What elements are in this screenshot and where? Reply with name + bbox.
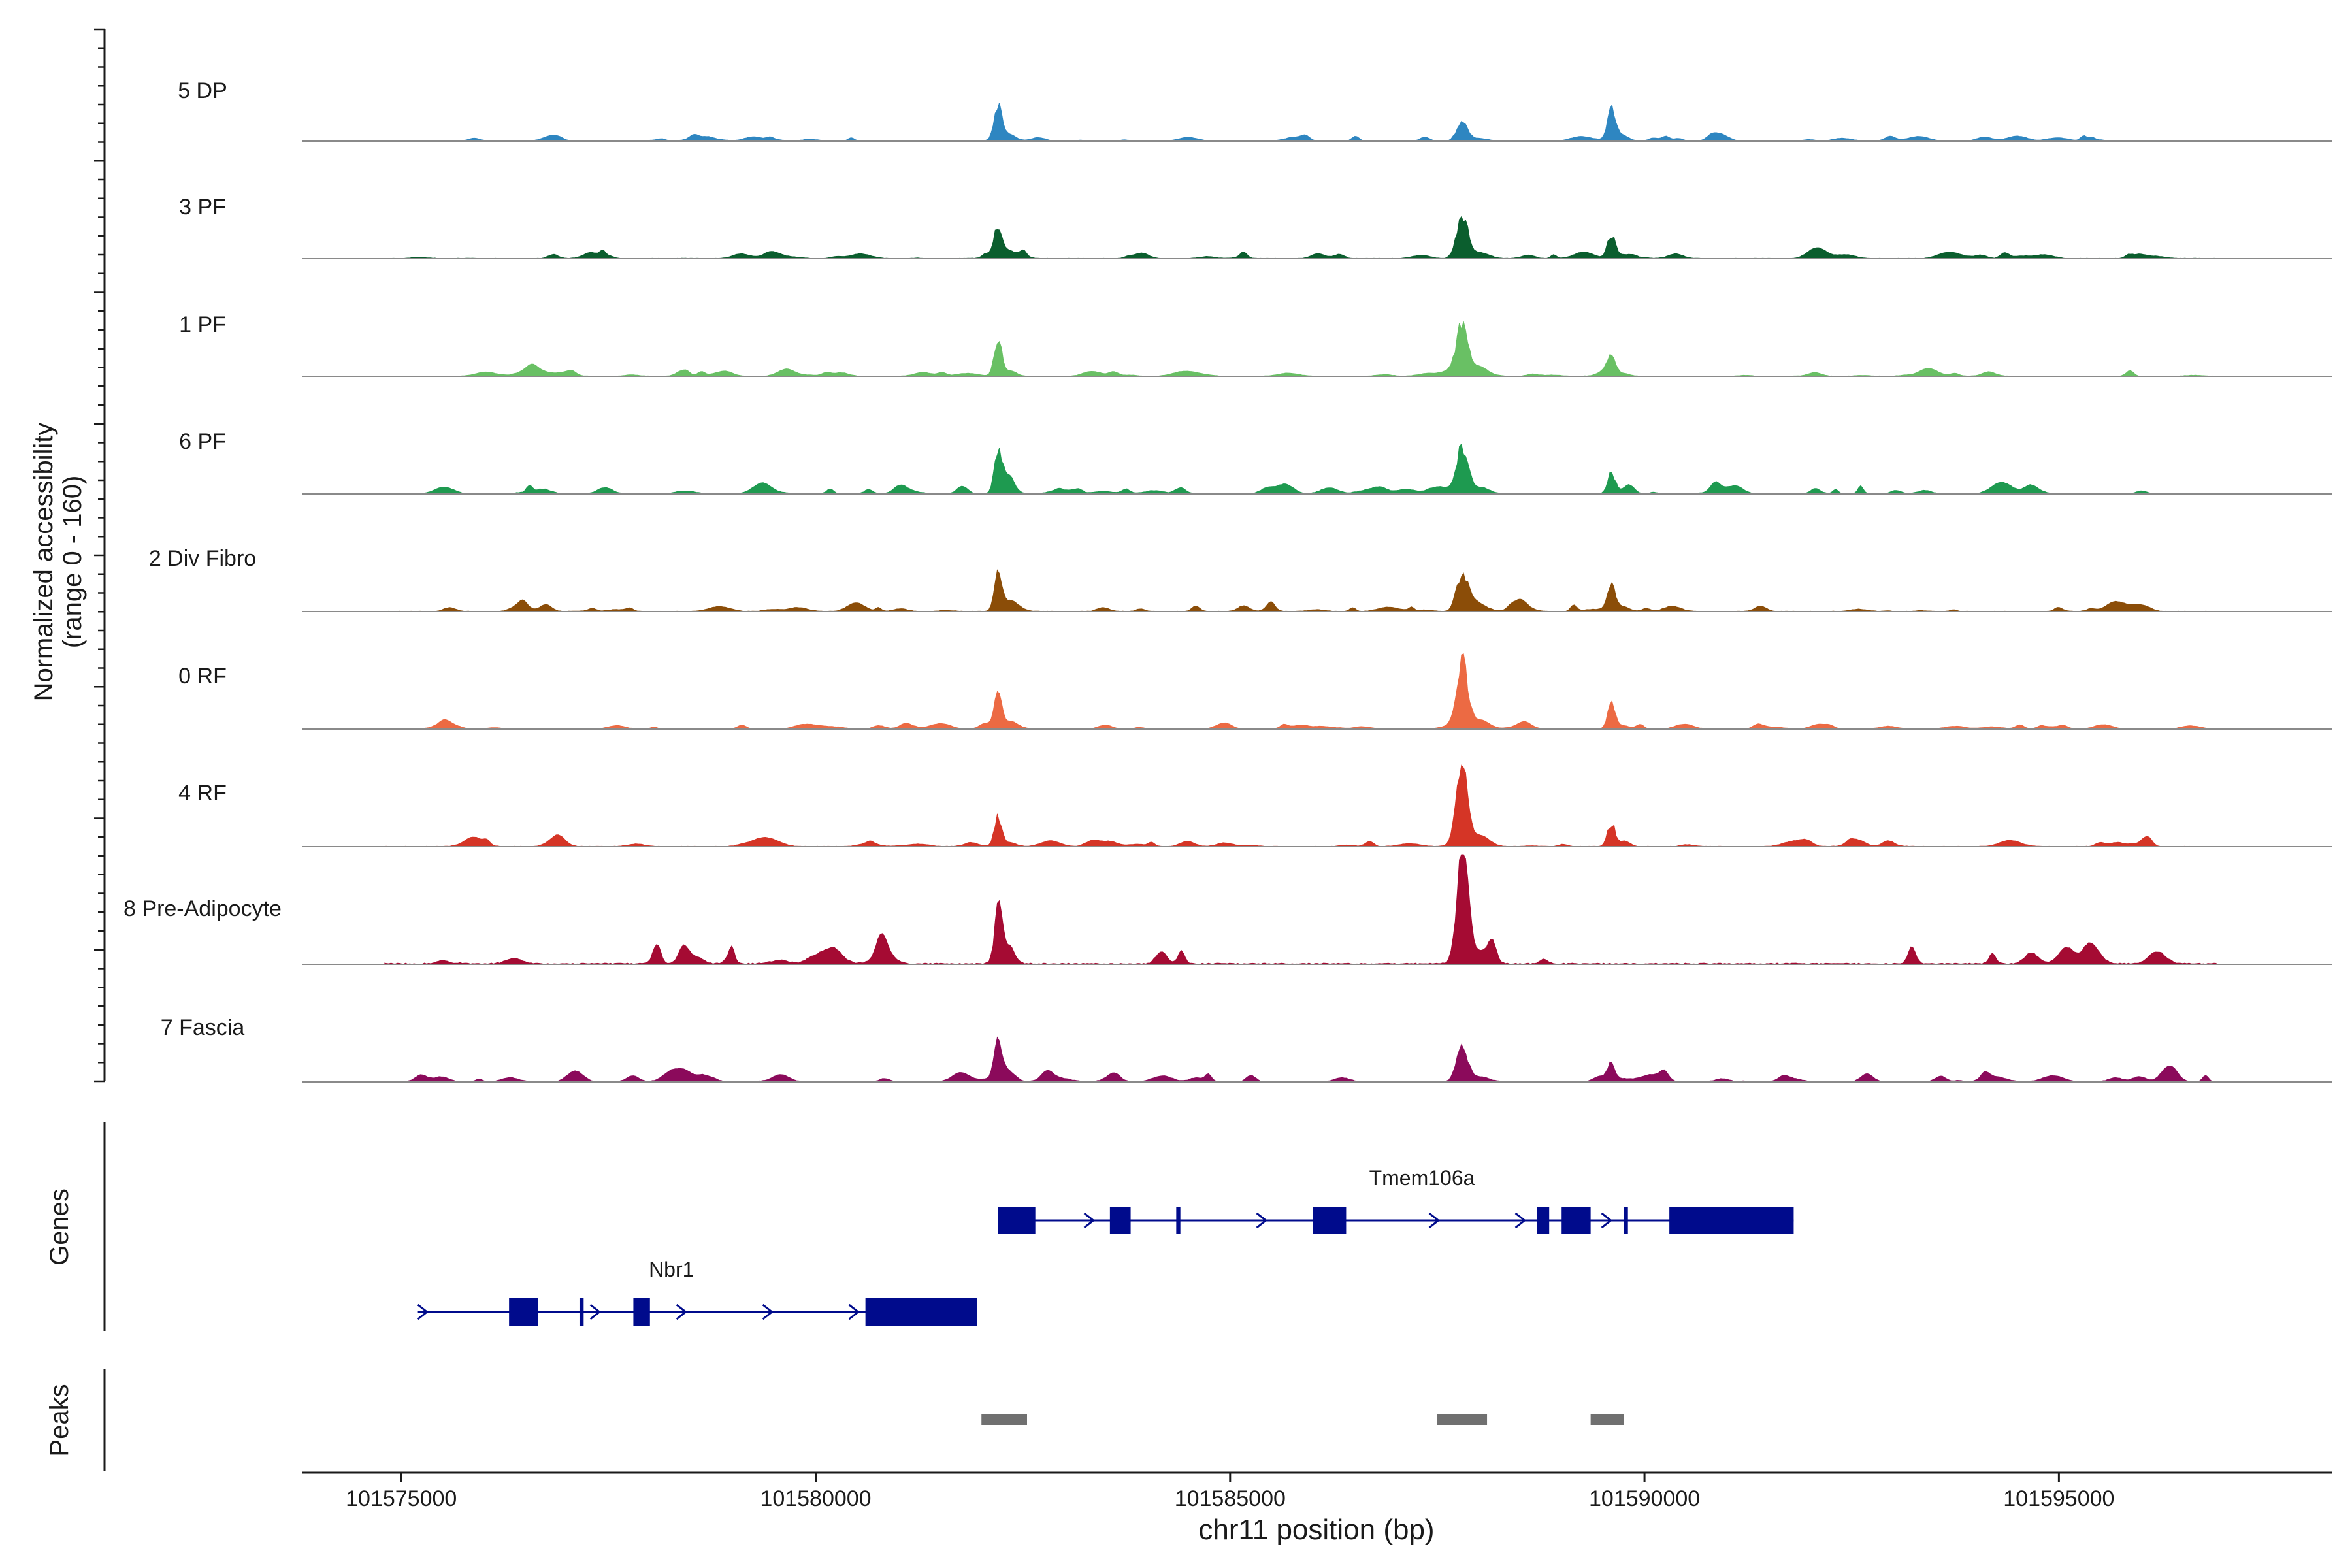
coverage-track: 0 RF bbox=[178, 653, 2332, 730]
gene-exon bbox=[1109, 1207, 1131, 1234]
coverage-track: 3 PF bbox=[179, 195, 2332, 259]
coverage-area bbox=[384, 1036, 2217, 1083]
gene-exon bbox=[1561, 1207, 1591, 1234]
coverage-area bbox=[384, 321, 2217, 377]
peaks-track-label: Peaks bbox=[45, 1384, 74, 1456]
coverage-area bbox=[384, 653, 2217, 730]
coverage-track: 5 DP bbox=[178, 78, 2332, 142]
gene-exon bbox=[633, 1298, 650, 1326]
strand-arrow-icon bbox=[848, 1303, 860, 1320]
coverage-track-label: 4 RF bbox=[178, 781, 227, 806]
gene-model: Tmem106a bbox=[998, 1166, 1794, 1234]
gene-exon bbox=[998, 1207, 1036, 1234]
peak-region bbox=[1437, 1414, 1488, 1425]
coverage-area bbox=[384, 103, 2217, 142]
coverage-area bbox=[384, 444, 2217, 495]
coverage-y-label-line2: (range 0 - 160) bbox=[58, 476, 87, 649]
strand-arrow-icon bbox=[417, 1303, 429, 1320]
coverage-y-label-line1: Normalized accessibility bbox=[29, 423, 58, 702]
gene-track: Tmem106a Nbr1 bbox=[417, 1166, 1794, 1326]
coverage-track: 6 PF bbox=[179, 429, 2332, 495]
coverage-area bbox=[384, 764, 2218, 847]
gene-exon bbox=[509, 1298, 538, 1326]
gene-exon bbox=[1624, 1207, 1628, 1234]
gene-name-label: Nbr1 bbox=[649, 1258, 694, 1281]
strand-arrow-icon bbox=[762, 1303, 774, 1320]
peak-track bbox=[981, 1414, 1624, 1425]
x-tick-label: 101585000 bbox=[1175, 1486, 1286, 1511]
coverage-tracks: 5 DP 3 PF 1 PF 6 PF 2 Div Fibro 0 RF 4 RF 8 Pre… bbox=[123, 78, 2332, 1083]
x-axis-label: chr11 position (bp) bbox=[1198, 1514, 1434, 1546]
genes-track-label: Genes bbox=[45, 1188, 74, 1266]
coverage-track-label: 7 Fascia bbox=[161, 1015, 245, 1040]
coverage-track-label: 6 PF bbox=[179, 429, 226, 454]
strand-arrow-icon bbox=[1514, 1212, 1527, 1229]
peak-region bbox=[981, 1414, 1027, 1425]
strand-arrow-icon bbox=[589, 1303, 602, 1320]
peak-region bbox=[1590, 1414, 1624, 1425]
gene-exon bbox=[579, 1298, 584, 1326]
coverage-track-label: 2 Div Fibro bbox=[149, 546, 256, 571]
coverage-track: 8 Pre-Adipocyte bbox=[123, 854, 2332, 965]
coverage-track-label: 8 Pre-Adipocyte bbox=[123, 896, 282, 921]
strand-arrow-icon bbox=[1601, 1212, 1613, 1229]
coverage-track: 2 Div Fibro bbox=[149, 546, 2332, 612]
x-tick-label: 101590000 bbox=[1589, 1486, 1700, 1511]
coverage-area bbox=[384, 569, 2217, 612]
coverage-track: 4 RF bbox=[178, 764, 2332, 847]
coverage-track: 1 PF bbox=[179, 312, 2332, 377]
strand-arrow-icon bbox=[1256, 1212, 1268, 1229]
gene-exon bbox=[1313, 1207, 1347, 1234]
strand-arrow-icon bbox=[676, 1303, 688, 1320]
gene-exon bbox=[865, 1298, 977, 1326]
coverage-area bbox=[384, 854, 2217, 965]
coverage-y-axis bbox=[94, 28, 106, 1083]
gene-model: Nbr1 bbox=[417, 1258, 977, 1326]
gene-exon bbox=[1537, 1207, 1550, 1234]
x-tick-label: 101575000 bbox=[346, 1486, 457, 1511]
coverage-track-label: 3 PF bbox=[179, 195, 226, 220]
coverage-track: 7 Fascia bbox=[161, 1015, 2332, 1083]
coverage-track-label: 1 PF bbox=[179, 312, 226, 337]
gene-exon bbox=[1669, 1207, 1794, 1234]
gene-exon bbox=[1176, 1207, 1181, 1234]
x-tick-label: 101595000 bbox=[2003, 1486, 2114, 1511]
coverage-track-label: 0 RF bbox=[178, 664, 227, 689]
strand-arrow-icon bbox=[1083, 1212, 1096, 1229]
x-tick-label: 101580000 bbox=[760, 1486, 871, 1511]
strand-arrow-icon bbox=[1428, 1212, 1441, 1229]
gene-name-label: Tmem106a bbox=[1369, 1166, 1475, 1190]
x-axis: 101575000 101580000 101585000 101590000 1015… bbox=[302, 1471, 2332, 1511]
coverage-track-label: 5 DP bbox=[178, 78, 227, 103]
coverage-area bbox=[384, 216, 2217, 259]
